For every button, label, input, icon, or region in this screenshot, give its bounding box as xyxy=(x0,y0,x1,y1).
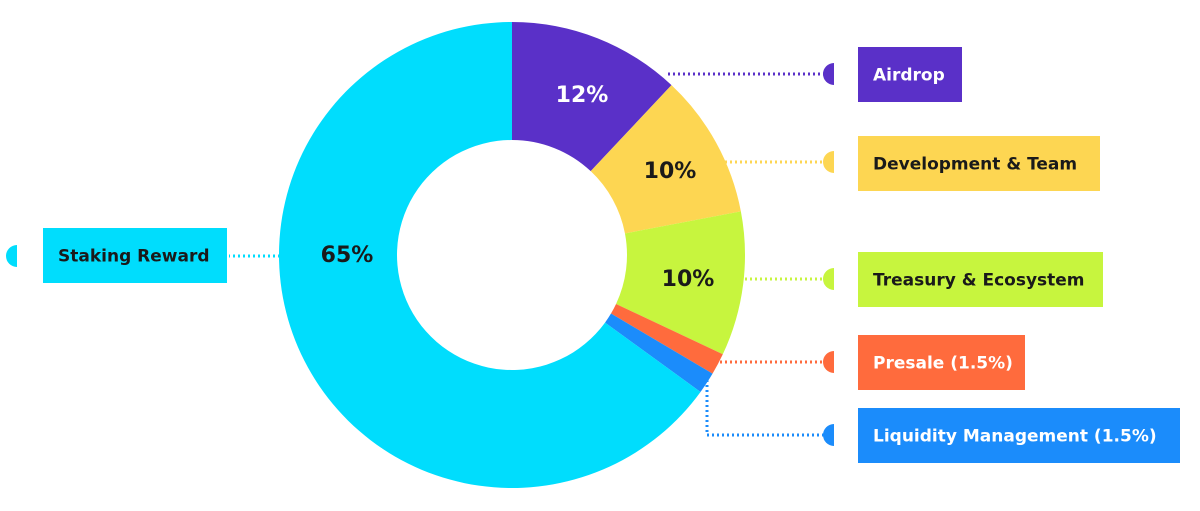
leader-line xyxy=(705,375,833,437)
marker xyxy=(823,268,834,290)
slice xyxy=(616,211,745,355)
slice-label: 10% xyxy=(662,267,715,292)
legend-box xyxy=(858,136,1100,191)
slice xyxy=(605,313,713,392)
legend-label: Liquidity Management (1.5%) xyxy=(873,427,1157,447)
slice xyxy=(610,303,723,374)
legend-box xyxy=(43,228,227,283)
legend-box xyxy=(858,252,1103,307)
slice xyxy=(512,22,672,172)
legend-label: Staking Reward xyxy=(58,247,210,267)
legend-label: Development & Team xyxy=(873,155,1077,175)
slice-label: 10% xyxy=(644,159,697,184)
slice xyxy=(278,22,701,488)
legend-label: Airdrop xyxy=(873,66,945,86)
marker xyxy=(823,351,834,373)
legend-label: Treasury & Ecosystem xyxy=(873,271,1085,291)
marker xyxy=(823,151,834,173)
legend-box xyxy=(858,47,962,102)
slice-label: 65% xyxy=(321,243,374,268)
slice xyxy=(590,85,741,234)
marker xyxy=(823,63,834,85)
legend-box xyxy=(858,408,1180,463)
marker xyxy=(823,424,834,446)
marker xyxy=(6,245,17,267)
slice-label: 12% xyxy=(556,83,609,108)
legend-box xyxy=(858,335,1025,390)
legend-label: Presale (1.5%) xyxy=(873,354,1013,374)
